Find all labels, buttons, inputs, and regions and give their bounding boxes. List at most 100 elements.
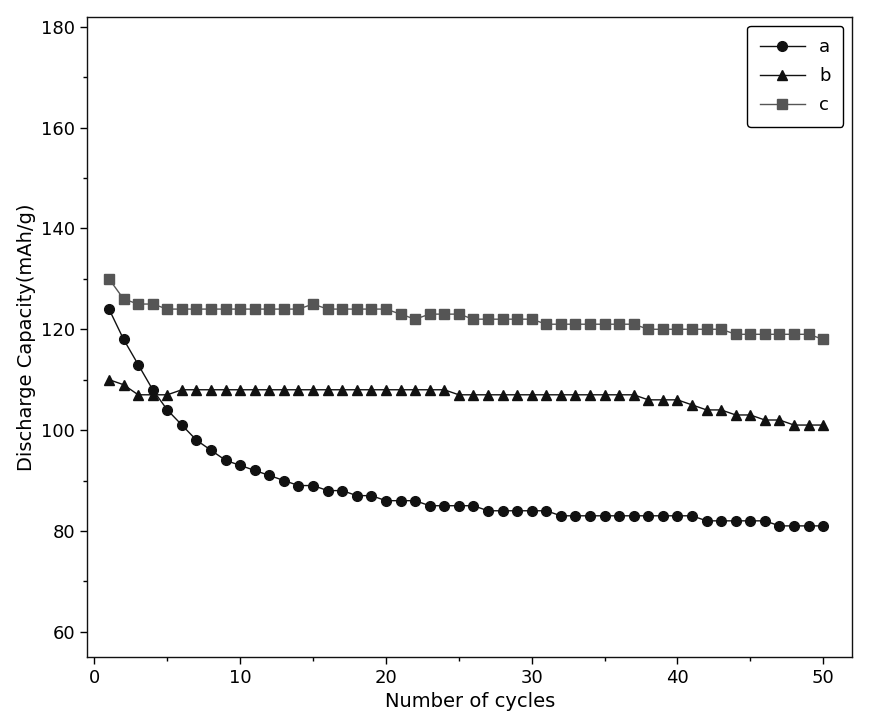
a — [774, 521, 785, 530]
b — [191, 385, 202, 394]
b — [221, 385, 231, 394]
c — [366, 305, 376, 314]
c — [527, 314, 537, 323]
b — [235, 385, 245, 394]
c — [789, 330, 799, 339]
b — [468, 390, 479, 399]
b — [439, 385, 449, 394]
b — [249, 385, 260, 394]
a — [279, 476, 289, 485]
c — [103, 274, 114, 283]
b — [512, 390, 522, 399]
b — [600, 390, 610, 399]
b — [643, 395, 653, 404]
a — [322, 486, 333, 495]
c — [221, 305, 231, 314]
b — [497, 390, 507, 399]
c — [745, 330, 755, 339]
c — [541, 320, 552, 328]
a — [337, 486, 348, 495]
a — [745, 516, 755, 525]
a — [804, 521, 814, 530]
b — [264, 385, 275, 394]
c — [716, 325, 726, 333]
c — [512, 314, 522, 323]
a — [643, 512, 653, 521]
b — [148, 390, 158, 399]
c — [439, 309, 449, 318]
c — [395, 309, 406, 318]
b — [745, 411, 755, 419]
a — [468, 502, 479, 510]
c — [804, 330, 814, 339]
b — [731, 411, 741, 419]
c — [308, 300, 318, 309]
Y-axis label: Discharge Capacity(mAh/g): Discharge Capacity(mAh/g) — [17, 203, 36, 470]
c — [381, 305, 391, 314]
a — [410, 496, 421, 505]
b — [322, 385, 333, 394]
b — [424, 385, 434, 394]
c — [264, 305, 275, 314]
b — [760, 416, 770, 424]
c — [774, 330, 785, 339]
c — [570, 320, 580, 328]
a — [673, 512, 683, 521]
Line: a: a — [104, 304, 828, 531]
b — [789, 421, 799, 430]
a — [600, 512, 610, 521]
a — [818, 521, 828, 530]
a — [206, 446, 216, 454]
a — [366, 491, 376, 500]
c — [133, 300, 143, 309]
a — [483, 507, 494, 515]
a — [308, 481, 318, 490]
c — [760, 330, 770, 339]
b — [176, 385, 187, 394]
a — [716, 516, 726, 525]
c — [176, 305, 187, 314]
b — [701, 405, 712, 414]
b — [716, 405, 726, 414]
c — [118, 295, 129, 304]
c — [687, 325, 697, 333]
c — [148, 300, 158, 309]
a — [585, 512, 595, 521]
b — [163, 390, 173, 399]
b — [293, 385, 303, 394]
a — [249, 466, 260, 475]
a — [658, 512, 668, 521]
a — [191, 436, 202, 445]
a — [148, 385, 158, 394]
a — [235, 461, 245, 470]
b — [337, 385, 348, 394]
c — [628, 320, 639, 328]
a — [789, 521, 799, 530]
c — [410, 314, 421, 323]
c — [818, 335, 828, 344]
b — [103, 376, 114, 384]
c — [249, 305, 260, 314]
a — [133, 360, 143, 369]
Line: c: c — [104, 274, 828, 344]
X-axis label: Number of cycles: Number of cycles — [385, 692, 555, 711]
c — [731, 330, 741, 339]
c — [352, 305, 362, 314]
a — [760, 516, 770, 525]
a — [555, 512, 566, 521]
c — [585, 320, 595, 328]
c — [279, 305, 289, 314]
c — [468, 314, 479, 323]
b — [395, 385, 406, 394]
a — [424, 502, 434, 510]
b — [614, 390, 624, 399]
c — [235, 305, 245, 314]
Legend: a, b, c: a, b, c — [747, 25, 843, 127]
c — [658, 325, 668, 333]
a — [570, 512, 580, 521]
a — [497, 507, 507, 515]
a — [527, 507, 537, 515]
a — [103, 305, 114, 314]
b — [483, 390, 494, 399]
b — [570, 390, 580, 399]
